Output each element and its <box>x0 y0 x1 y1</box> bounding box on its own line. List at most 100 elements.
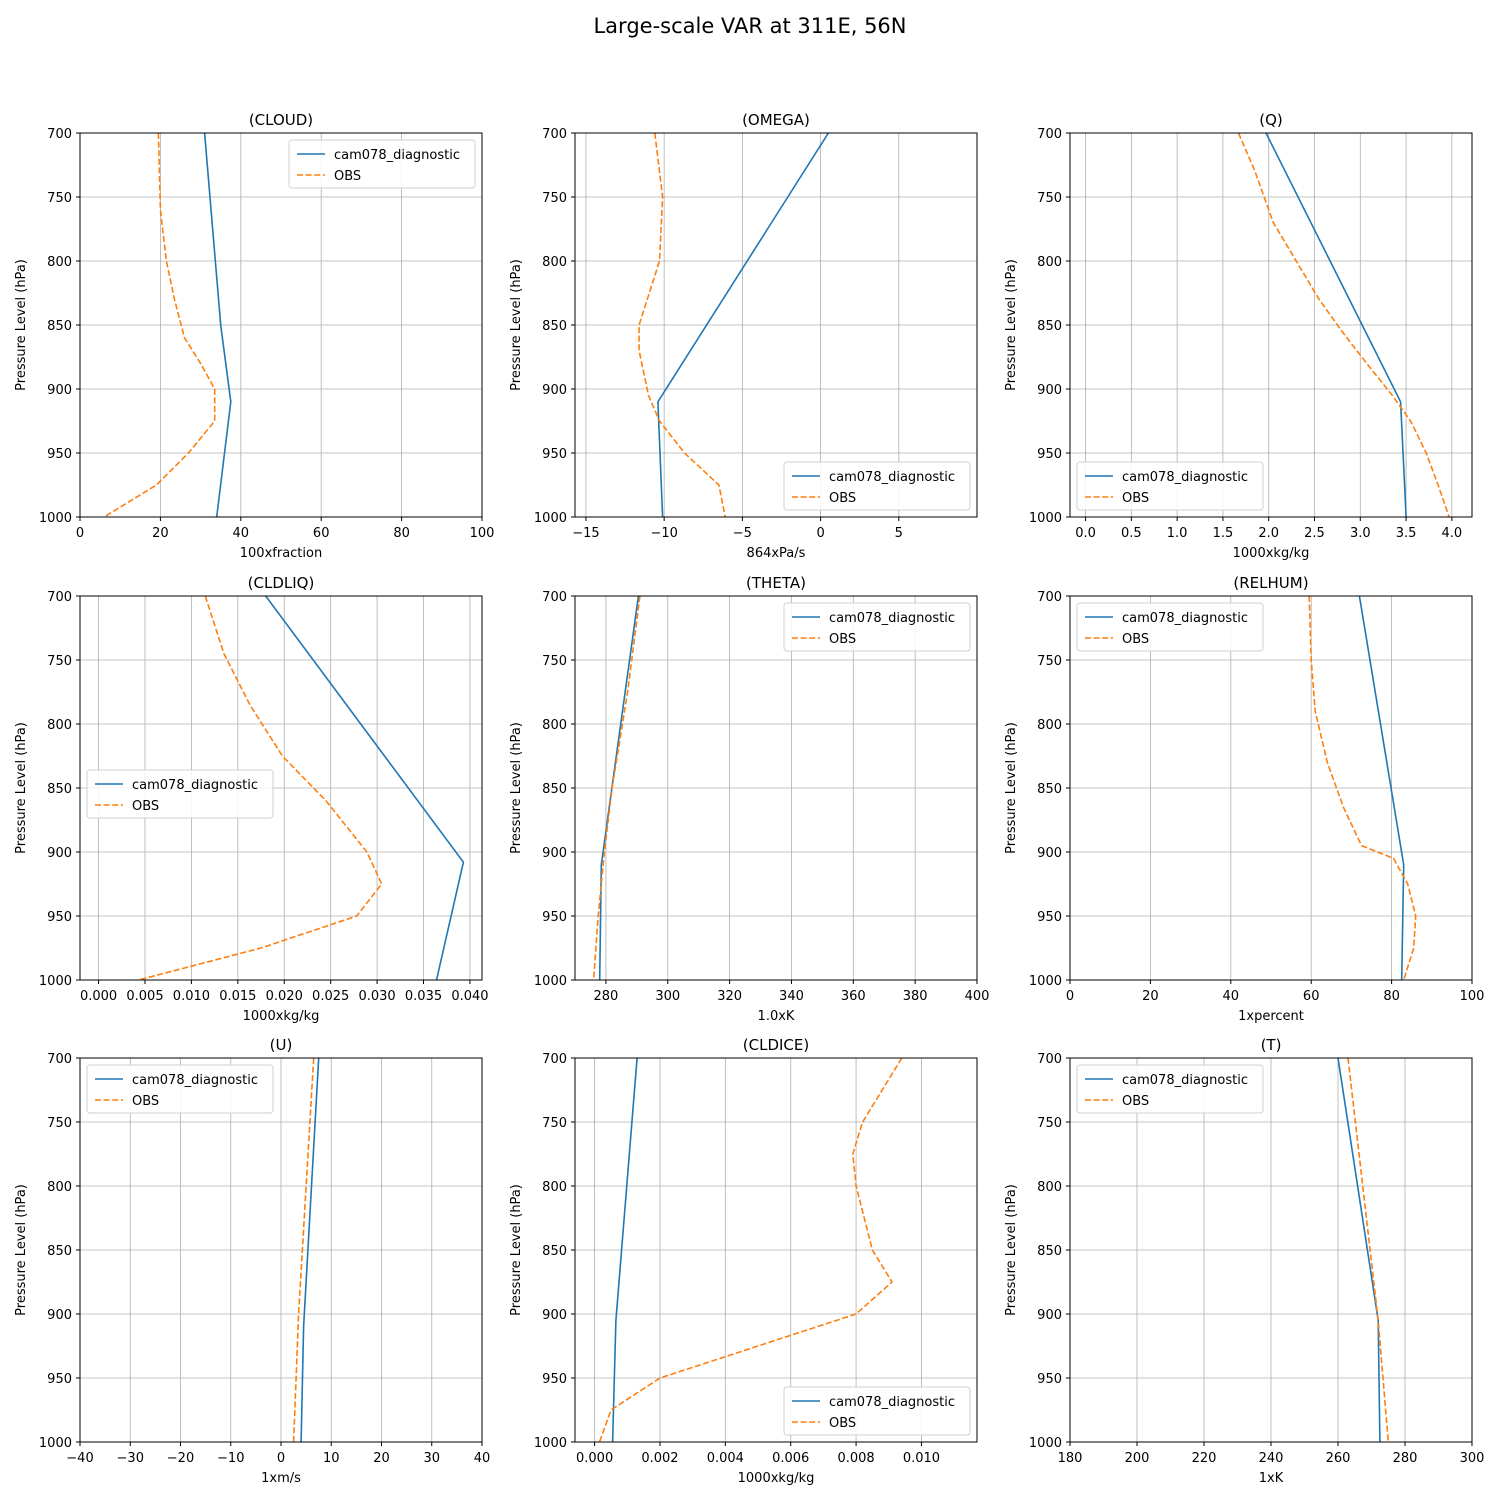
x-tick-label: −10 <box>650 526 677 541</box>
legend-label: cam078_diagnostic <box>829 470 955 485</box>
x-tick-label: 20 <box>373 1451 390 1466</box>
x-tick-label: 80 <box>1383 989 1400 1004</box>
subplot-t: 180 200 220 240 260 280 300 700 750 800 850 900 950 1… <box>1004 1036 1484 1486</box>
y-tick-label: 750 <box>542 1116 567 1131</box>
y-tick-label: 800 <box>542 718 567 733</box>
y-tick-label: 700 <box>542 1052 567 1067</box>
x-tick-label: 280 <box>594 989 619 1004</box>
y-tick-label: 900 <box>542 1308 567 1323</box>
x-tick-label: 0.005 <box>126 989 163 1004</box>
legend: cam078_diagnostic OBS <box>288 139 476 189</box>
x-tick-label: −30 <box>117 1451 144 1466</box>
legend-label: cam078_diagnostic <box>829 611 955 626</box>
x-tick-label: 0.000 <box>576 1451 613 1466</box>
y-axis-label: Pressure Level (hPa) <box>1004 722 1019 854</box>
y-tick-label: 800 <box>542 1180 567 1195</box>
legend-label: cam078_diagnostic <box>132 1073 258 1088</box>
y-tick-label: 950 <box>47 910 72 925</box>
x-tick-label: 10 <box>323 1451 340 1466</box>
subplot-cldliq: 0.000 0.005 0.010 0.015 0.020 0.025 0.030 0.035… <box>14 574 489 1024</box>
y-tick-label: 900 <box>47 383 72 398</box>
subplot-omega: −15 −10 −5 0 5 700 750 800 850 900 950 1000 (OMEGA) 8… <box>509 111 978 561</box>
y-tick-label: 850 <box>47 782 72 797</box>
legend: cam078_diagnostic OBS <box>1076 461 1264 511</box>
x-tick-label: 20 <box>152 526 169 541</box>
subplot-u: −40 −30 −20 −10 0 10 20 30 40 700 750 800 850 900 950 1… <box>14 1036 490 1486</box>
series-line-model <box>1265 133 1407 517</box>
y-tick-label: 750 <box>47 191 72 206</box>
x-tick-label: 20 <box>1142 989 1159 1004</box>
series-line-model <box>203 133 232 517</box>
legend-label: cam078_diagnostic <box>1122 470 1248 485</box>
x-tick-label: 3.0 <box>1350 526 1371 541</box>
y-axis-label: Pressure Level (hPa) <box>14 1184 29 1316</box>
subplot-title: (U) <box>270 1036 293 1054</box>
series-line-model <box>657 133 830 517</box>
figure-title: Large-scale VAR at 311E, 56N <box>593 14 907 38</box>
x-tick-label: 0.030 <box>358 989 395 1004</box>
y-axis-label: Pressure Level (hPa) <box>509 722 524 854</box>
series-line-obs <box>1308 596 1417 980</box>
y-tick-label: 850 <box>47 319 72 334</box>
x-tick-label: 100 <box>470 526 495 541</box>
series-line-obs <box>103 133 216 517</box>
series-line-obs <box>598 1058 903 1442</box>
y-axis-label: Pressure Level (hPa) <box>509 259 524 391</box>
x-tick-label: 0.002 <box>641 1451 678 1466</box>
y-tick-label: 1000 <box>1029 1436 1062 1451</box>
x-tick-label: 0.025 <box>312 989 349 1004</box>
x-tick-label: 40 <box>474 1451 491 1466</box>
y-tick-label: 950 <box>47 447 72 462</box>
legend-label: cam078_diagnostic <box>829 1395 955 1410</box>
subplot-title: (CLDICE) <box>743 1036 809 1054</box>
x-tick-label: 40 <box>1223 989 1240 1004</box>
legend-label: OBS <box>132 799 159 814</box>
x-tick-label: −40 <box>66 1451 93 1466</box>
x-tick-label: −15 <box>572 526 599 541</box>
subplot-relhum: 0 20 40 60 80 100 700 750 800 850 900 950 1000 (RELHU… <box>1004 574 1484 1024</box>
x-tick-label: 0.035 <box>405 989 442 1004</box>
series-line-obs <box>1237 133 1450 517</box>
x-tick-label: 360 <box>841 989 866 1004</box>
x-tick-label: −20 <box>167 1451 194 1466</box>
y-tick-label: 1000 <box>39 1436 72 1451</box>
y-tick-label: 700 <box>542 590 567 605</box>
x-tick-label: 300 <box>655 989 680 1004</box>
x-tick-label: 400 <box>965 989 990 1004</box>
y-tick-label: 1000 <box>1029 974 1062 989</box>
x-tick-label: 320 <box>717 989 742 1004</box>
y-tick-label: 1000 <box>534 974 567 989</box>
y-axis-label: Pressure Level (hPa) <box>14 259 29 391</box>
legend-label: cam078_diagnostic <box>1122 1073 1248 1088</box>
y-tick-label: 800 <box>47 255 72 270</box>
x-tick-label: 280 <box>1393 1451 1418 1466</box>
x-axis-label: 1000xkg/kg <box>243 1009 320 1024</box>
x-tick-label: 40 <box>233 526 250 541</box>
x-tick-label: 0.0 <box>1075 526 1096 541</box>
y-tick-label: 800 <box>1037 255 1062 270</box>
x-tick-label: 0.010 <box>903 1451 940 1466</box>
y-axis-label: Pressure Level (hPa) <box>1004 1184 1019 1316</box>
legend-box <box>783 1386 971 1436</box>
x-tick-label: 0 <box>816 526 824 541</box>
y-tick-label: 700 <box>47 127 72 142</box>
x-tick-label: 240 <box>1259 1451 1284 1466</box>
legend-label: cam078_diagnostic <box>132 778 258 793</box>
legend: cam078_diagnostic OBS <box>783 602 971 652</box>
y-tick-label: 750 <box>1037 191 1062 206</box>
legend: cam078_diagnostic OBS <box>783 1386 971 1436</box>
series-line-obs <box>638 133 726 517</box>
y-tick-label: 750 <box>1037 654 1062 669</box>
subplot-cldice: 0.000 0.002 0.004 0.006 0.008 0.010 700 750 800 8… <box>509 1036 978 1486</box>
y-tick-label: 950 <box>47 1372 72 1387</box>
subplot-q: 0.0 0.5 1.0 1.5 2.0 2.5 3.0 3.5 4.0 700 750 800 850 9… <box>1004 111 1473 561</box>
x-tick-label: 0.010 <box>173 989 210 1004</box>
legend-label: OBS <box>829 491 856 506</box>
x-tick-label: 0.5 <box>1121 526 1142 541</box>
y-tick-label: 1000 <box>534 1436 567 1451</box>
x-tick-label: −10 <box>217 1451 244 1466</box>
y-tick-label: 700 <box>542 127 567 142</box>
y-tick-label: 800 <box>542 255 567 270</box>
subplot-title: (THETA) <box>746 574 806 592</box>
